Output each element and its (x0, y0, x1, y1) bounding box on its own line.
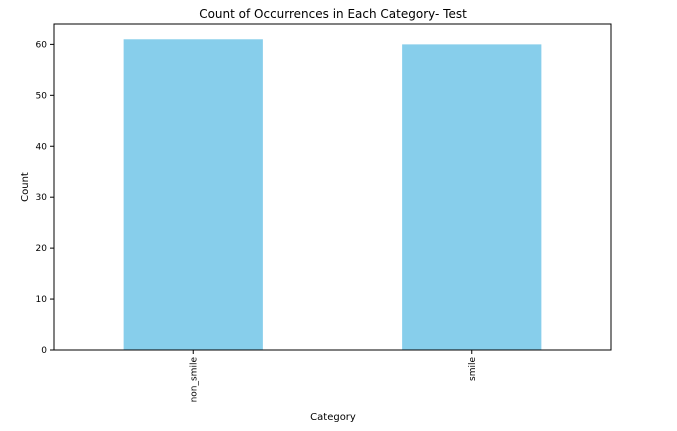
y-tick-label: 50 (36, 91, 48, 101)
bar-smile (402, 44, 542, 350)
y-tick-label: 30 (36, 193, 48, 203)
y-tick-label: 40 (36, 142, 48, 152)
x-tick-label: non_smile (189, 357, 199, 403)
x-tick-label: smile (468, 357, 478, 381)
x-axis-ticks: non_smile smile (189, 350, 478, 402)
plot-frame (53, 23, 612, 351)
bars-group (123, 39, 542, 350)
y-tick-label: 10 (36, 295, 48, 305)
y-tick-label: 60 (36, 40, 48, 50)
chart-title: Count of Occurrences in Each Category- T… (199, 7, 467, 21)
y-tick-label: 20 (36, 244, 48, 254)
y-axis-label: Count (20, 172, 31, 202)
x-axis-label: Category (310, 412, 356, 423)
bar-non-smile (123, 39, 263, 350)
y-tick-label: 0 (41, 346, 47, 356)
y-axis-ticks: 0 10 20 30 40 50 60 (36, 40, 54, 356)
